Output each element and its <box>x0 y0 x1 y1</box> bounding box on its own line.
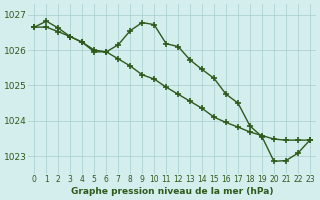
X-axis label: Graphe pression niveau de la mer (hPa): Graphe pression niveau de la mer (hPa) <box>71 187 273 196</box>
